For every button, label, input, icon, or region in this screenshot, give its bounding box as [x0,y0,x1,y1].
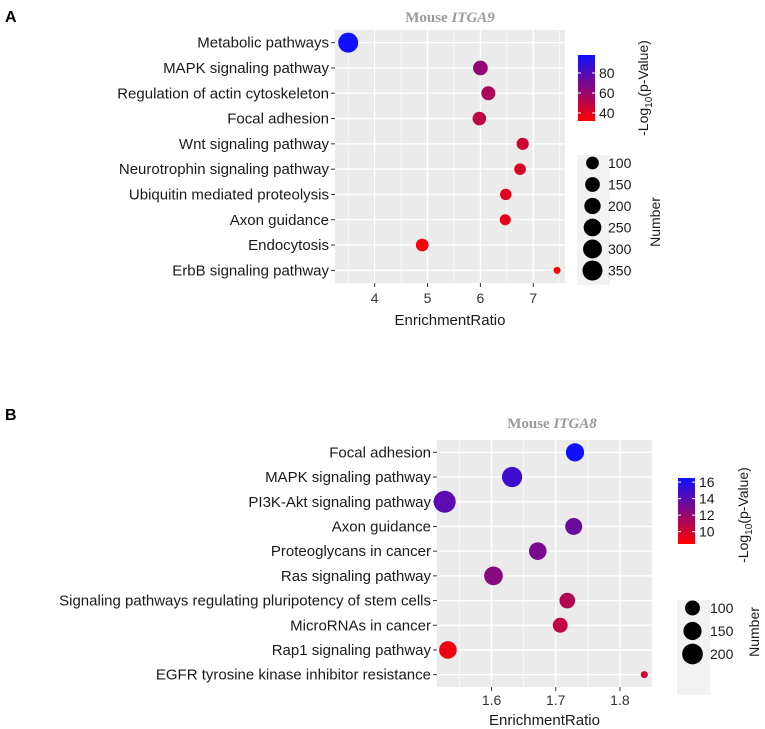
data-point [481,86,496,101]
plot-background [437,440,652,687]
data-point [338,32,359,53]
chart-title: Mouse ITGA8 [507,416,597,432]
data-point [415,238,429,252]
x-tick-label: 1.6 [482,692,502,708]
category-label: Endocytosis [248,237,329,254]
colorbar-tick-label: 60 [599,85,615,101]
data-point [640,671,648,679]
size-legend-label: 350 [608,263,632,279]
data-point [565,443,585,462]
panel-label: A [5,9,17,26]
x-tick-label: 6 [477,290,485,306]
colorbar-tick-label: 10 [699,524,715,540]
size-legend-label: 150 [710,623,734,639]
size-legend-label: 200 [608,198,632,214]
category-label: Regulation of actin cytoskeleton [117,85,329,102]
category-label: MicroRNAs in cancer [290,617,431,634]
data-point [553,266,561,274]
category-label: EGFR tyrosine kinase inhibitor resistanc… [156,667,431,684]
colorbar-title-sub: 10 [644,96,655,108]
data-point [565,517,583,535]
x-axis-title: EnrichmentRatio [395,312,506,329]
data-point [528,542,547,560]
data-point [559,592,576,609]
data-point [472,111,487,126]
colorbar-tick-label: 40 [599,105,615,121]
size-legend-key [682,643,703,665]
colorbar-title-main: -Log [635,108,651,136]
chart-title-prefix: Mouse [405,10,451,26]
colorbar [578,55,595,121]
colorbar-title: -Log10(p-Value) [735,467,755,563]
size-legend-title: Number [647,197,663,247]
category-label: ErbB signaling pathway [172,262,329,279]
data-point [473,60,488,76]
category-label: Axon guidance [230,212,329,229]
size-legend-key [586,156,599,170]
category-label: Axon guidance [332,518,431,535]
chart-title-prefix: Mouse [507,416,553,432]
category-label: Proteoglycans in cancer [271,543,431,560]
x-tick-label: 4 [371,290,379,306]
panel-label: B [5,407,17,424]
colorbar-title-main: -Log [735,535,751,563]
category-label: Focal adhesion [227,111,329,128]
size-legend-key [583,218,602,237]
data-point [516,137,529,150]
data-point [433,490,456,513]
chart-title: Mouse ITGA9 [405,10,495,26]
category-label: PI3K-Akt signaling pathway [248,494,431,511]
colorbar-tick-label: 14 [699,491,715,507]
category-label: Rap1 signaling pathway [272,642,432,659]
size-legend-key [585,177,600,192]
x-axis-title: EnrichmentRatio [489,712,600,729]
category-label: Ubiquitin mediated proteolysis [129,186,329,203]
data-point [500,188,512,201]
size-legend-key [584,197,601,215]
category-label: MAPK signaling pathway [163,60,329,77]
x-tick-label: 7 [529,290,537,306]
colorbar-tick-label: 16 [699,474,715,490]
size-legend-label: 300 [608,241,632,257]
chart-title-gene: ITGA8 [552,416,597,432]
size-legend-label: 150 [608,177,632,193]
data-point [501,466,523,488]
size-legend-label: 250 [608,220,632,236]
size-legend-key [583,239,602,259]
colorbar-title-suffix: (p-Value) [635,40,651,97]
plot-background [335,30,565,283]
category-label: Signaling pathways regulating pluripoten… [59,593,431,610]
data-point [439,641,457,659]
category-label: Focal adhesion [329,444,431,461]
size-legend-label: 100 [710,600,734,616]
category-label: Metabolic pathways [197,35,329,52]
size-legend-label: 100 [608,155,632,171]
size-legend-key [683,621,702,641]
data-point [552,617,568,633]
data-point [514,163,526,175]
panel-a: A Mouse ITGA9 Metabolic pathways MAPK signa… [5,9,663,329]
colorbar-title-suffix: (p-Value) [735,467,751,524]
size-legend-key [582,260,603,281]
category-label: Neurotrophin signaling pathway [119,161,330,178]
x-tick-label: 1.8 [610,692,630,708]
colorbar [678,478,695,544]
size-legend-label: 200 [710,646,734,662]
data-point [499,214,511,226]
category-label: MAPK signaling pathway [265,469,431,486]
size-legend-title: Number [746,607,762,657]
chart-title-gene: ITGA9 [450,10,495,26]
x-tick-label: 5 [424,290,432,306]
data-point [484,566,503,586]
size-legend-key [685,600,700,616]
colorbar-tick-label: 12 [699,507,715,523]
category-label: Ras signaling pathway [281,568,432,585]
colorbar-title-sub: 10 [744,523,755,535]
x-tick-label: 1.7 [546,692,566,708]
colorbar-tick-label: 80 [599,65,615,81]
panel-b: B Mouse ITGA8 Focal adhesion MAPK signaling… [5,407,762,729]
colorbar-title: -Log10(p-Value) [635,40,655,136]
category-label: Wnt signaling pathway [179,136,330,153]
